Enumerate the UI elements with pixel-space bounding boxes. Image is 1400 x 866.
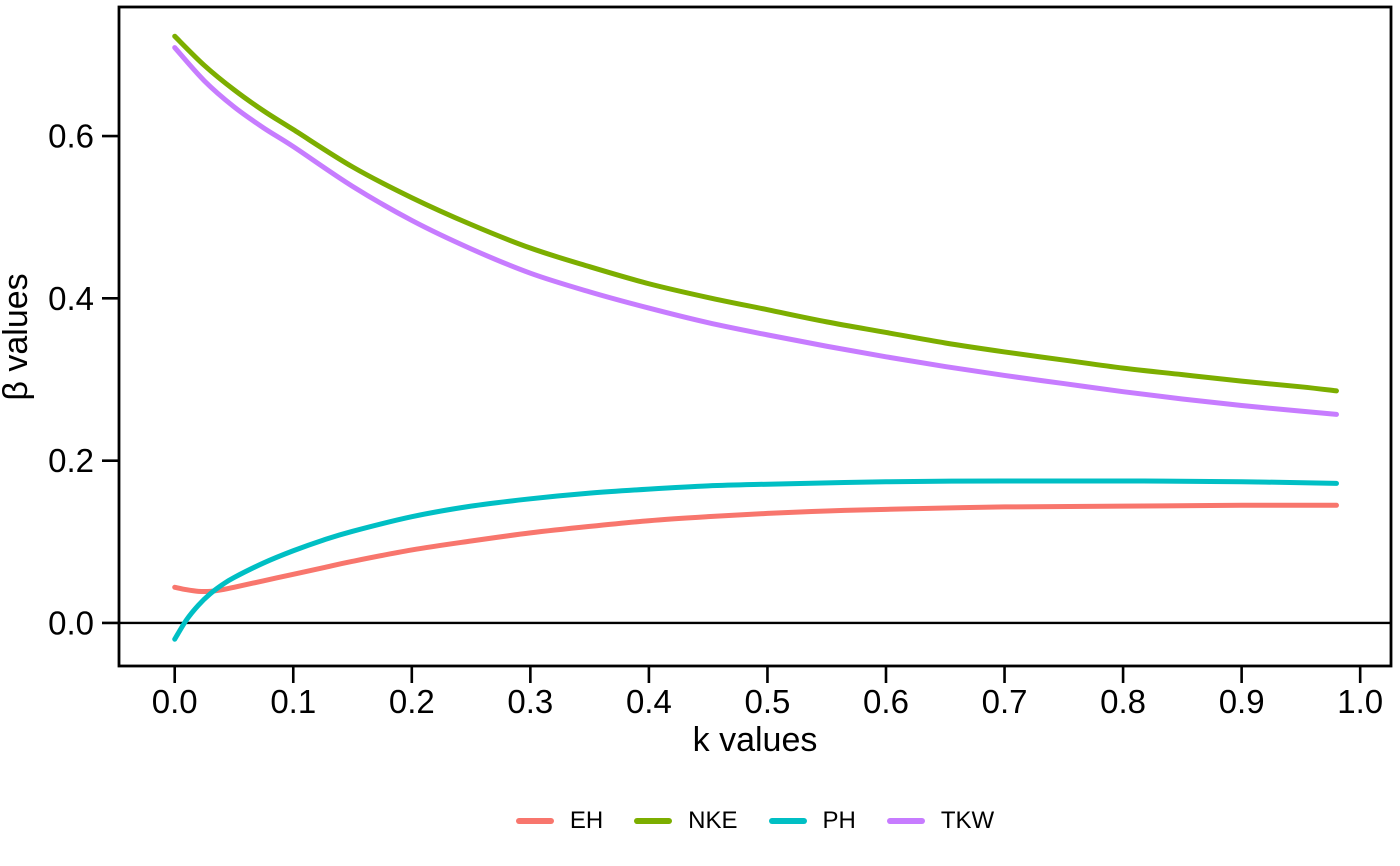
x-tick-label: 0.8: [1100, 683, 1146, 720]
legend-label-NKE: NKE: [688, 807, 738, 834]
legend: EH NKE PH TKW: [119, 800, 1391, 842]
legend-item-EH: EH: [515, 807, 604, 834]
line-chart-canvas: 0.0 0.1 0.2 0.3 0.4 0.5 0.6 0.7 0.8 0.9 1.0 0.0 0.2 0…: [0, 5, 1393, 759]
series-line-EH: [172, 502, 1339, 595]
legend-item-TKW: TKW: [886, 807, 995, 834]
series-lines: [172, 33, 1339, 642]
series-line-NKE: [172, 33, 1339, 394]
legend-label-PH: PH: [822, 807, 856, 834]
plot-panel: [117, 5, 1393, 668]
panel-border: [117, 5, 1393, 668]
axes: 0.0 0.1 0.2 0.3 0.4 0.5 0.6 0.7 0.8 0.9 1.0 0.0 0.2 0…: [48, 118, 1383, 720]
legend-swatch-PH: [768, 818, 807, 824]
y-tick-label: 0.2: [48, 442, 94, 479]
y-axis-title: β values: [0, 273, 35, 400]
legend-label-EH: EH: [569, 807, 604, 834]
x-tick-label: 1.0: [1337, 683, 1383, 720]
legend-swatch-TKW: [886, 818, 925, 824]
legend-item-PH: PH: [768, 807, 856, 834]
x-tick-label: 0.7: [982, 683, 1028, 720]
legend-swatch-NKE: [634, 818, 673, 824]
x-tick-label: 0.0: [152, 683, 198, 720]
x-axis-title: k values: [693, 721, 818, 759]
x-tick-label: 0.6: [863, 683, 909, 720]
legend-swatch-EH: [515, 818, 554, 824]
y-tick-label: 0.4: [48, 280, 94, 317]
series-line-PH: [172, 478, 1339, 642]
x-tick-label: 0.5: [745, 683, 791, 720]
y-tick-label: 0.6: [48, 118, 94, 155]
x-tick-label: 0.9: [1219, 683, 1265, 720]
x-tick-label: 0.2: [389, 683, 435, 720]
x-tick-label: 0.3: [507, 683, 553, 720]
x-tick-label: 0.4: [626, 683, 672, 720]
legend-item-NKE: NKE: [634, 807, 738, 834]
series-line-TKW: [172, 45, 1339, 417]
legend-label-TKW: TKW: [940, 807, 995, 834]
y-tick-label: 0.0: [48, 604, 94, 641]
x-tick-label: 0.1: [270, 683, 316, 720]
